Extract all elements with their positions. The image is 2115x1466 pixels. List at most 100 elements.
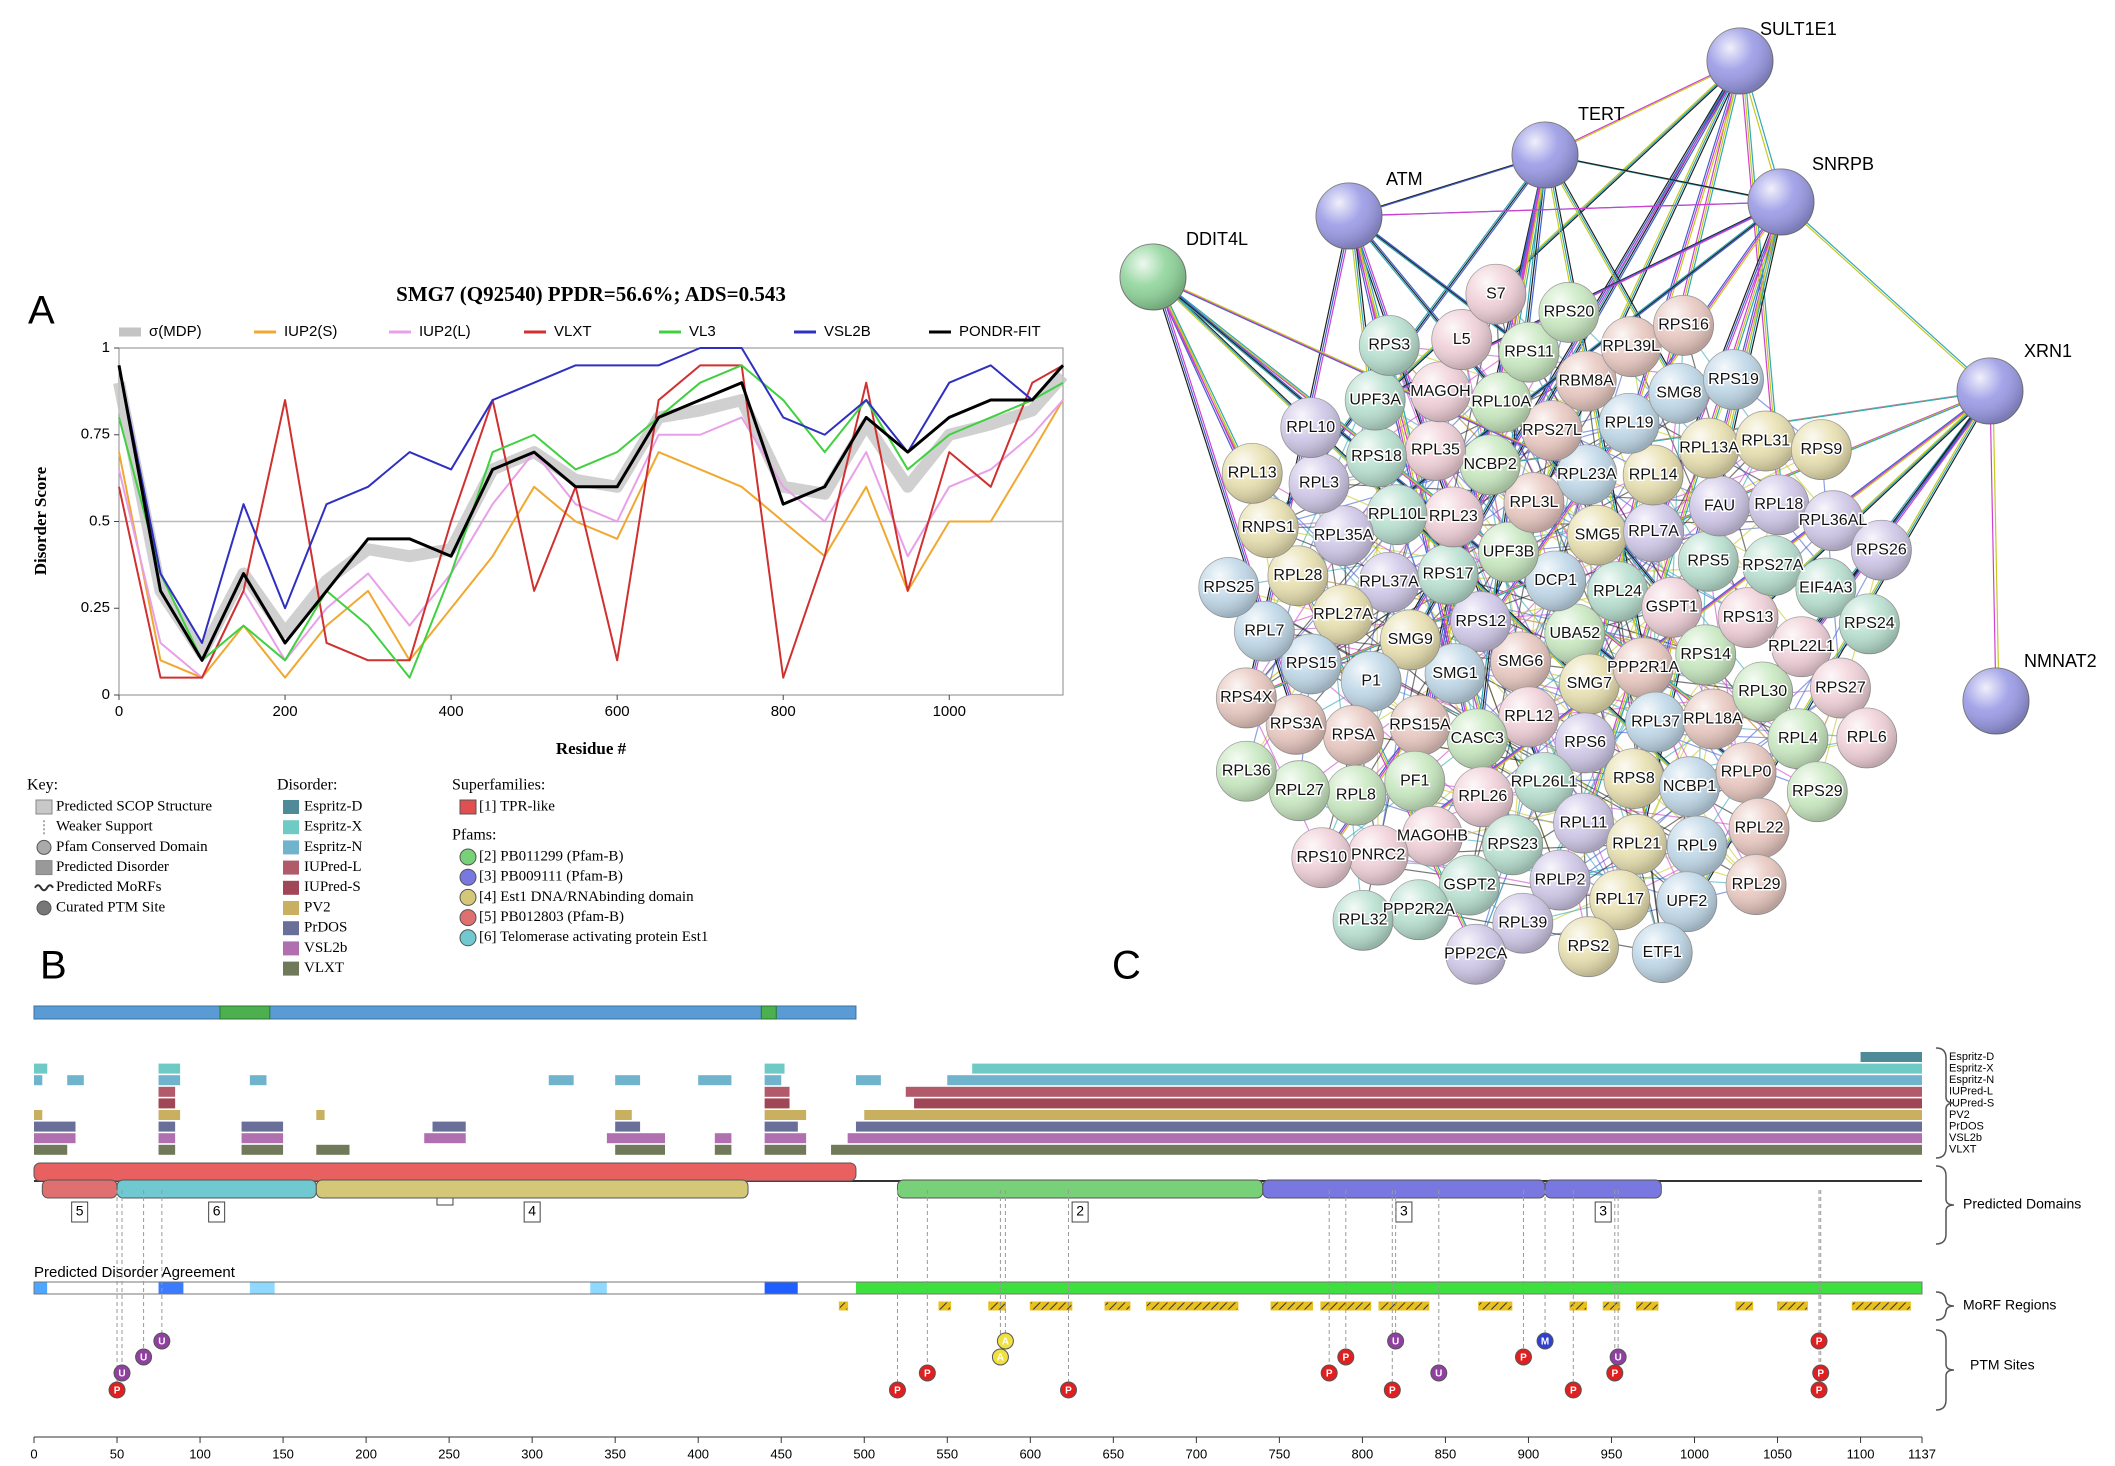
series-line xyxy=(118,399,1064,679)
node-gloss xyxy=(1313,505,1374,566)
hub-label: DDIT4L xyxy=(1186,229,1248,249)
ptm-letter: U xyxy=(118,1369,125,1380)
track-label: Espritz-X xyxy=(1949,1063,1994,1075)
node-gloss xyxy=(1963,668,2029,734)
x-tick-label: 800 xyxy=(771,703,796,720)
node-gloss xyxy=(1388,879,1449,940)
node-gloss xyxy=(1410,361,1471,422)
disorder-segment xyxy=(158,1098,176,1109)
key-label: [5] PB012803 (Pfam-B) xyxy=(479,909,624,925)
node-label: RPL26 xyxy=(1458,788,1507,805)
node-gloss xyxy=(1325,765,1386,826)
node-gloss xyxy=(1348,825,1409,886)
key-icon xyxy=(35,860,53,876)
morf xyxy=(1602,1301,1621,1311)
node-label: RPL4 xyxy=(1778,730,1818,747)
node-label: DCP1 xyxy=(1534,572,1577,589)
node-label: RPS11 xyxy=(1504,343,1554,360)
node-gloss xyxy=(1653,295,1714,356)
node-gloss xyxy=(1447,708,1508,769)
brace xyxy=(1935,1047,1955,1159)
key-label: Curated PTM Site xyxy=(56,899,166,915)
agreement-segment xyxy=(47,1282,159,1294)
node-gloss xyxy=(1359,552,1420,613)
hub-label: XRN1 xyxy=(2024,341,2072,361)
ptm-letter: U xyxy=(140,1353,147,1364)
x-tick-label: 50 xyxy=(110,1446,124,1461)
edge xyxy=(1989,390,1997,702)
hub-label: NMNAT2 xyxy=(2024,651,2097,671)
x-tick-label: 100 xyxy=(189,1446,211,1461)
key-icon xyxy=(34,884,54,892)
x-tick-label: 1050 xyxy=(1763,1446,1792,1461)
node-gloss xyxy=(1269,760,1330,821)
ptm-letter: M xyxy=(1541,1337,1549,1348)
disorder-segment xyxy=(698,1075,732,1086)
x-tick-label: 650 xyxy=(1102,1446,1124,1461)
node-gloss xyxy=(1589,869,1650,930)
node-label: RPL17 xyxy=(1595,891,1644,908)
ptm-site xyxy=(1430,1364,1448,1382)
structure-bar xyxy=(33,1005,857,1020)
node-gloss xyxy=(1312,584,1373,645)
disorder-segment xyxy=(158,1063,181,1074)
node-label: RPS19 xyxy=(1708,371,1759,388)
disorder-segment xyxy=(1860,1052,1922,1062)
brace xyxy=(1935,1329,1955,1411)
ptm-letter: U xyxy=(1435,1369,1442,1380)
node-gloss xyxy=(1791,419,1852,480)
node-label: RPL8 xyxy=(1336,786,1376,803)
edge xyxy=(1350,215,1532,353)
ptm-site xyxy=(1606,1364,1624,1382)
domain xyxy=(896,1179,1264,1199)
node-label: RPL31 xyxy=(1741,432,1790,449)
node-label: RPSA xyxy=(1332,727,1376,744)
panel-label: B xyxy=(40,944,67,988)
node-gloss xyxy=(1439,855,1500,916)
node-label: RPS26 xyxy=(1856,541,1907,558)
track-label: Espritz-N xyxy=(1949,1074,1994,1086)
disorder-segment xyxy=(424,1133,466,1144)
node-gloss xyxy=(1625,692,1686,753)
node-gloss xyxy=(1803,490,1864,551)
x-tick-label: 1100 xyxy=(1847,1446,1875,1461)
key-label: Pfam Conserved Domain xyxy=(56,839,208,855)
disorder-segment xyxy=(764,1133,807,1144)
node-gloss xyxy=(1280,397,1341,458)
x-tick-label: 200 xyxy=(273,703,298,720)
key-swatch xyxy=(459,888,477,906)
node-gloss xyxy=(1267,545,1328,606)
node-gloss xyxy=(1553,793,1614,854)
key-swatch xyxy=(283,840,299,855)
node-gloss xyxy=(1613,637,1674,698)
disorder-segment xyxy=(714,1133,732,1144)
ptm-site xyxy=(1320,1364,1338,1382)
key-label: VSL2b xyxy=(304,940,347,956)
disorder-segment xyxy=(158,1121,176,1132)
node-label: RPL37 xyxy=(1631,713,1680,730)
node-label: RPL3L xyxy=(1509,494,1558,511)
agreement-segment xyxy=(855,1282,1922,1294)
support-segment xyxy=(219,1005,271,1020)
domain xyxy=(1262,1179,1546,1199)
node-gloss xyxy=(1768,708,1829,769)
domain xyxy=(1544,1179,1662,1199)
x-axis-label: Residue # xyxy=(556,739,627,758)
node-gloss xyxy=(1333,890,1394,951)
agreement-segment xyxy=(249,1282,275,1294)
node-gloss xyxy=(1514,752,1575,813)
key-label: Weaker Support xyxy=(56,819,154,835)
node-label: RPL35 xyxy=(1411,442,1460,459)
domain-label: 3 xyxy=(1400,1203,1408,1219)
key-icon xyxy=(35,799,53,815)
key-label: IUPred-L xyxy=(304,859,361,875)
node-label: PPP2R1A xyxy=(1607,659,1679,676)
node-label: RPL24 xyxy=(1593,583,1642,600)
ptm-letter: P xyxy=(894,1386,901,1397)
ptm-letter: U xyxy=(1392,1337,1399,1348)
node-label: UPF3A xyxy=(1349,391,1401,408)
y-tick-label: 0 xyxy=(102,686,110,703)
disorder-segment xyxy=(432,1121,466,1132)
disorder-segment xyxy=(241,1121,284,1132)
